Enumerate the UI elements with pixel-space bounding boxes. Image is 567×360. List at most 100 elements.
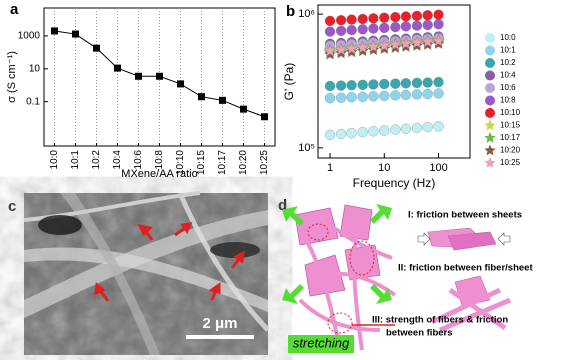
x-tick-label: 10:17 — [217, 150, 228, 175]
data-point — [324, 80, 336, 92]
panel-label: b — [286, 3, 295, 20]
panel-label: c — [8, 198, 16, 215]
x-tick-label: 10:10 — [175, 150, 186, 175]
scale-bar-label: 2 μm — [202, 315, 237, 332]
data-point — [156, 72, 163, 80]
legend-label: 10:10 — [500, 108, 521, 117]
data-point — [411, 89, 423, 100]
data-point — [390, 78, 401, 89]
data-point — [368, 79, 379, 90]
x-tick-label: 10:0 — [49, 150, 60, 170]
panel-label: d — [278, 197, 287, 214]
data-point — [357, 13, 368, 25]
data-point — [422, 121, 433, 133]
data-point — [346, 127, 357, 139]
x-tick-label: 100 — [429, 162, 447, 174]
data-point — [357, 24, 368, 35]
mechanism-label: I: friction between sheets — [408, 210, 522, 221]
data-point — [379, 90, 390, 101]
legend-label: 10:15 — [500, 121, 521, 130]
data-point — [422, 10, 433, 21]
legend-marker — [485, 108, 495, 118]
legend-label: 10:17 — [500, 133, 521, 142]
y-tick-label: 0.1 — [26, 96, 40, 107]
y-axis-title: G' (Pa) — [282, 63, 296, 101]
x-tick-label: 1 — [327, 162, 333, 174]
data-point — [400, 21, 412, 32]
data-point — [357, 127, 368, 138]
x-tick-label: 10:20 — [238, 150, 249, 175]
data-point — [356, 41, 369, 54]
x-tick-label: 10 — [378, 162, 390, 174]
data-point — [357, 79, 368, 90]
legend-label: 10:2 — [500, 58, 516, 67]
data-point — [368, 23, 379, 34]
legend-marker — [485, 83, 495, 93]
data-point — [379, 125, 390, 136]
data-point — [411, 122, 423, 134]
data-point — [346, 80, 357, 91]
data-point — [421, 35, 434, 48]
y-axis-title: σ (S cm⁻¹) — [6, 51, 18, 103]
data-point — [324, 15, 336, 27]
data-point — [346, 92, 357, 103]
legend-marker — [485, 45, 495, 56]
data-point — [367, 40, 380, 52]
x-tick-label: 10:25 — [259, 150, 270, 175]
data-point — [399, 37, 412, 49]
data-point — [379, 22, 390, 33]
data-point — [411, 10, 423, 22]
data-point — [335, 80, 347, 91]
legend-label: 10:8 — [500, 96, 516, 105]
data-point — [261, 113, 268, 121]
x-tick-label: 10:2 — [91, 150, 102, 170]
legend-label: 10:25 — [500, 158, 521, 167]
data-point — [357, 91, 368, 102]
x-axis-title: MXene/AA ratio — [121, 168, 197, 180]
legend-label: 10:0 — [500, 33, 516, 42]
data-point — [433, 77, 444, 88]
data-point — [335, 128, 347, 140]
data-point — [379, 78, 390, 90]
data-point — [135, 72, 142, 80]
data-point — [324, 129, 336, 141]
x-axis-title: Frequency (Hz) — [353, 176, 436, 190]
data-point — [433, 19, 444, 30]
data-point — [368, 91, 379, 102]
data-point — [324, 26, 336, 37]
data-point — [335, 92, 347, 103]
data-point — [422, 88, 433, 100]
panel-label: a — [10, 1, 19, 18]
data-point — [345, 42, 358, 55]
diagram: stretching I: friction between sheets II… — [282, 204, 533, 353]
x-tick-label: 10:15 — [196, 150, 207, 175]
y-tick-label: 1000 — [18, 31, 41, 42]
data-point — [335, 15, 347, 26]
data-point — [433, 121, 444, 132]
x-tick-label: 10:1 — [70, 150, 81, 170]
data-point — [177, 80, 184, 88]
data-point — [390, 11, 401, 23]
data-point — [335, 25, 347, 36]
legend-label: 10:6 — [500, 83, 516, 92]
legend-marker — [485, 33, 495, 43]
data-point — [390, 124, 401, 135]
data-point — [324, 93, 336, 104]
legend-marker — [485, 70, 495, 81]
data-point — [422, 19, 433, 31]
data-point — [368, 13, 379, 24]
data-point — [422, 77, 433, 88]
data-point — [400, 78, 412, 89]
data-point — [400, 123, 412, 134]
data-point — [93, 44, 100, 52]
data-point — [72, 30, 79, 38]
data-point — [346, 14, 357, 25]
y-tick-label: 10⁵ — [298, 142, 315, 154]
legend-marker — [485, 95, 495, 106]
data-point — [51, 27, 58, 35]
data-point — [346, 24, 357, 36]
legend-label: 10:4 — [500, 71, 516, 80]
data-point — [198, 93, 205, 101]
legend-label: 10:1 — [500, 46, 516, 55]
